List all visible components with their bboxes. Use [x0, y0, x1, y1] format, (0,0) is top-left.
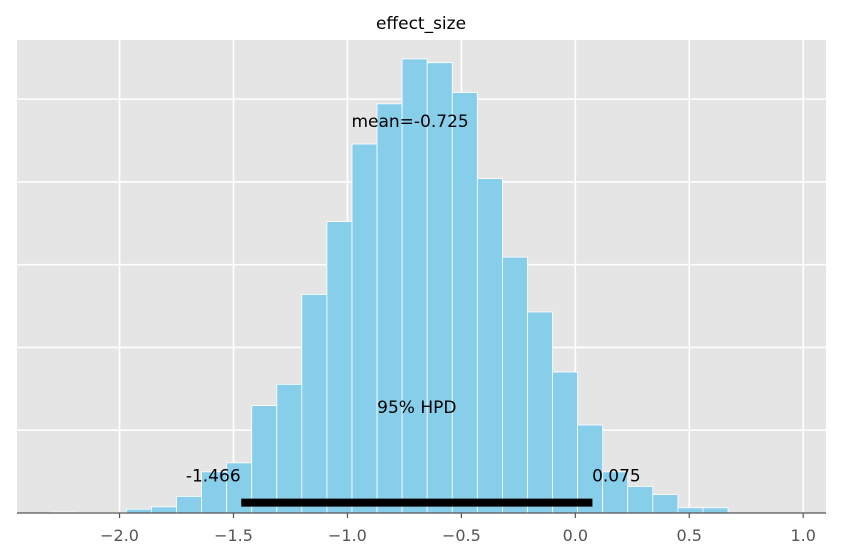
- histogram-bar: [451, 92, 478, 514]
- histogram-bar: [301, 294, 328, 514]
- histogram-bar: [501, 256, 528, 514]
- histogram-bar: [251, 405, 278, 514]
- x-tick-label: 0.5: [677, 526, 702, 545]
- chart-title: effect_size: [376, 14, 466, 34]
- x-tick-label: −1.0: [328, 526, 367, 545]
- histogram-bar: [552, 371, 579, 514]
- histogram-bars: [50, 58, 729, 514]
- histogram-bar: [401, 58, 428, 514]
- histogram-bar: [151, 506, 177, 514]
- histogram-bar: [702, 507, 729, 514]
- histogram-bar: [326, 221, 353, 514]
- hpd-upper-bound-label: 0.075: [592, 467, 641, 487]
- histogram-bar: [276, 383, 303, 514]
- x-tick-label: −0.5: [442, 526, 481, 545]
- x-tick-label: −1.5: [214, 526, 253, 545]
- histogram-bar: [577, 424, 604, 514]
- histogram-bar: [627, 486, 654, 514]
- histogram-bar: [476, 178, 503, 514]
- x-tick-label: 0.0: [563, 526, 588, 545]
- histogram-bar: [376, 103, 403, 514]
- x-axis-ticks: −2.0 −1.5 −1.0 −0.5 0.0 0.5 1.0: [100, 513, 816, 545]
- x-tick-label: 1.0: [790, 526, 815, 545]
- mean-annotation: mean=-0.725: [351, 112, 468, 132]
- histogram-bar: [351, 143, 378, 514]
- histogram-bar: [426, 62, 453, 514]
- histogram-bar: [677, 507, 704, 514]
- histogram-bar: [602, 471, 629, 514]
- x-tick-label: −2.0: [100, 526, 139, 545]
- histogram-bar: [652, 494, 679, 514]
- histogram-bar: [527, 311, 553, 514]
- hpd-annotation: 95% HPD: [377, 398, 456, 418]
- hpd-lower-bound-label: -1.466: [186, 467, 241, 487]
- histogram-bar: [176, 496, 202, 514]
